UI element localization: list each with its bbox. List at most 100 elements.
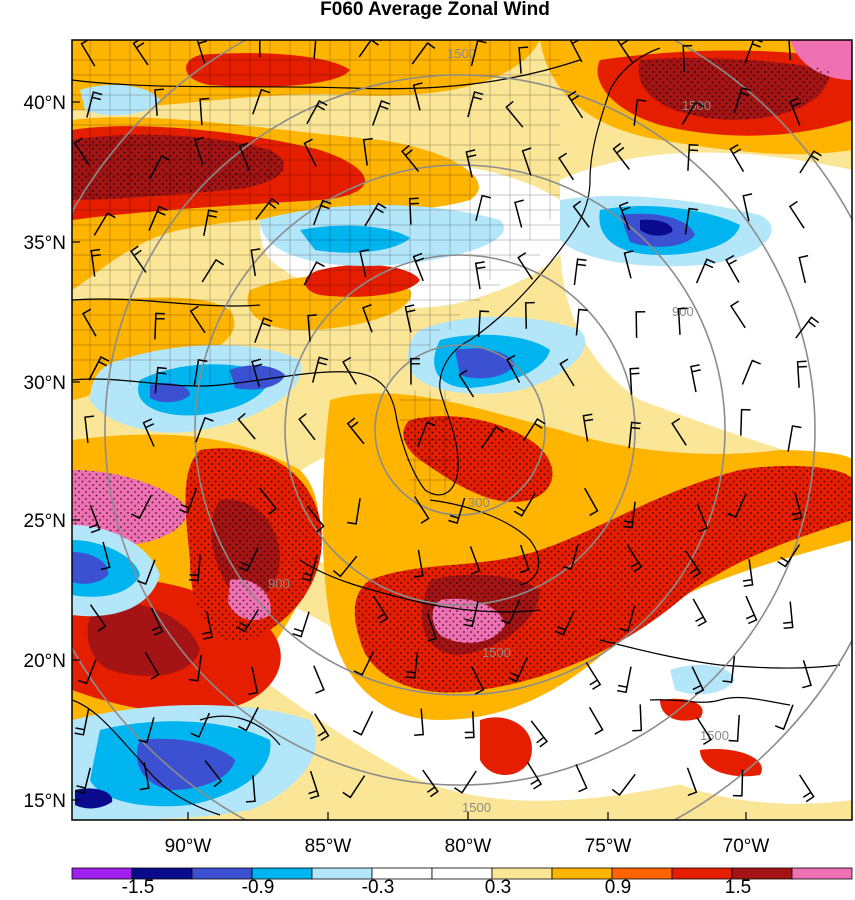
wind-barb [100,541,111,571]
colorbar-swatch [551,867,613,880]
wind-barb [306,505,325,533]
wind-barb [129,245,147,273]
axis-tick-marks [72,101,747,820]
wind-barb [238,546,259,572]
wind-barb [796,360,807,388]
wind-barb [196,40,208,64]
wind-barb [236,609,260,633]
wind-barb [513,493,536,517]
wind-barb [362,137,373,166]
wind-barb [364,202,387,227]
wind-barb [677,307,688,335]
wind-barb [303,138,317,167]
wind-barb [507,657,528,683]
wind-barb [404,304,416,333]
wind-barb [417,421,436,447]
wind-barb [584,487,599,516]
wind-barb [448,497,466,525]
wind-barbs [73,40,822,803]
wind-barb [585,662,602,690]
wind-barb [414,708,425,736]
wind-barb [201,258,225,283]
colorbar [71,867,853,880]
wind-barb [623,250,634,279]
map-frame [71,39,853,821]
wind-barb [308,770,320,800]
wind-barb [77,659,97,685]
wind-barb [787,425,802,452]
wind-barb [798,774,815,803]
lon-tick-label: 80°W [445,836,492,857]
wind-barb [332,555,358,578]
wind-barb [154,366,167,394]
wind-barb [681,101,704,125]
wind-barb [742,193,753,222]
wind-barb [292,611,310,638]
wind-barb [517,252,534,280]
wind-barb [582,413,594,442]
wind-barb [139,762,150,791]
wind-barb [73,137,90,166]
lat-tick-label: 40°N [24,93,66,114]
wind-barb [526,761,543,790]
wind-barb [255,197,280,220]
wind-barb [202,611,213,640]
wind-barb [695,258,716,284]
range-ring [104,74,816,786]
wind-barb [189,305,206,334]
wind-barb [727,492,747,519]
wind-barb [86,91,103,118]
colorbar-label: 0.9 [605,877,631,898]
colorbar-label: -0.9 [242,877,275,898]
wind-barb [696,717,713,746]
wind-barb [567,90,584,119]
lat-tick-label: 35°N [24,233,66,254]
wind-barb [412,82,423,111]
wind-barb [372,595,389,624]
wind-barb [154,312,165,340]
wind-barb [635,311,646,338]
wind-barb [690,364,701,393]
wind-barb [729,300,746,329]
wind-barb [558,152,575,181]
wind-barb [237,412,256,440]
wind-barb [691,666,705,695]
lon-tick-label: 90°W [165,836,212,857]
wind-barb [612,142,630,170]
wind-barb [774,704,794,731]
wind-barb [740,408,751,436]
wind-barb [245,775,256,803]
wind-barb [259,487,278,515]
wind-barb [471,666,485,695]
wind-barb [480,425,504,449]
wind-barb [506,354,521,383]
wind-barb [518,46,529,74]
wind-barb [802,660,812,689]
wind-barb [729,143,745,172]
lon-tick-label: 75°W [585,836,632,857]
county-grid [72,40,570,498]
colorbar-label: -0.3 [362,877,395,898]
range-ring-label: 1500 [682,98,711,113]
range-ring-labels: 300 900 900 1500 1500 1500 1500 1500 [268,46,729,815]
wind-field: 300 900 900 1500 1500 1500 1500 1500 [72,40,852,820]
wind-barb [798,254,809,284]
wind-barb [732,769,744,797]
wind-barb [194,136,204,166]
lat-tick-label: 15°N [24,791,66,812]
wind-barb [684,207,699,235]
wind-barb [342,775,366,799]
wind-barb [618,201,631,231]
wind-barb [75,767,92,794]
wind-barb [474,261,486,290]
wind-barb [88,355,110,381]
range-ring [284,254,636,606]
wind-barb [671,417,687,446]
wind-barb [573,258,587,286]
wind-barb [783,601,794,630]
wind-barb [190,712,211,738]
wind-barb [514,199,524,228]
wind-barb [588,706,604,735]
wind-barb [144,651,160,680]
